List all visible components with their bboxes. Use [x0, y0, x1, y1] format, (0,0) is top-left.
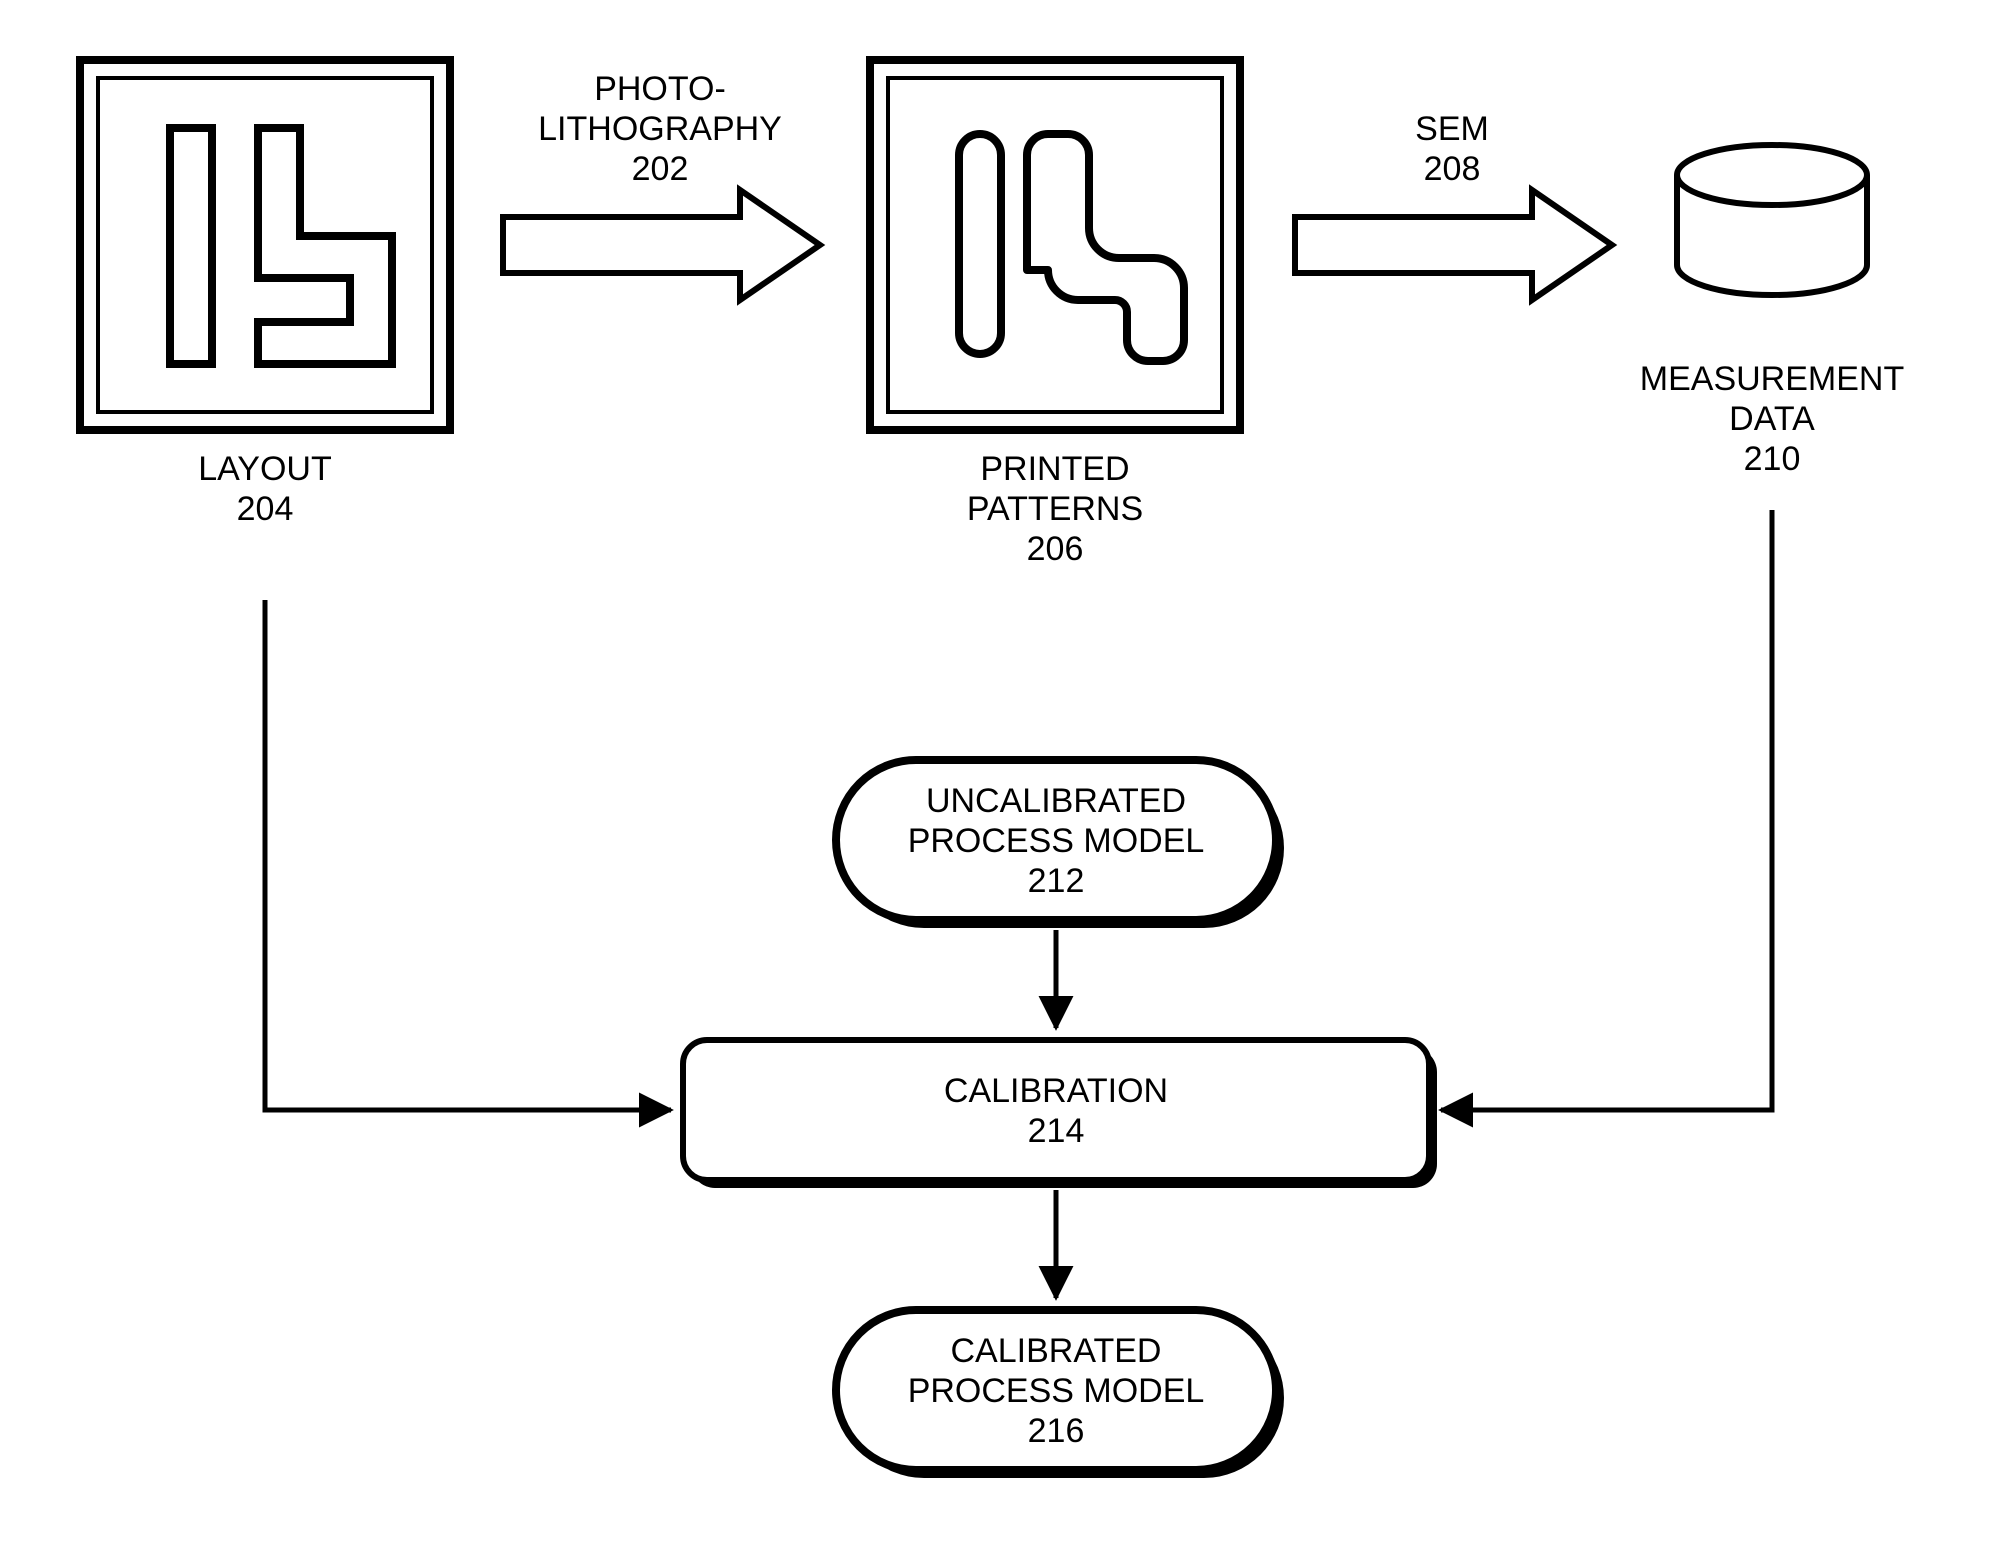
- calibrated-model-pill-label-line: PROCESS MODEL: [908, 1372, 1205, 1410]
- calibrated-model-pill-label-line: CALIBRATED: [951, 1332, 1162, 1370]
- sem-arrow-label-line: SEM: [1415, 110, 1489, 148]
- layout-box-label-line: 204: [237, 490, 294, 528]
- measurement-data-label-line: 210: [1744, 440, 1801, 478]
- sem-arrow: [1295, 190, 1612, 300]
- printed-box-frame: [870, 60, 1240, 430]
- layout-box-label: LAYOUT204: [198, 450, 332, 528]
- layout-glyph-step: [258, 128, 392, 364]
- photolithography-arrow-label-line: PHOTO-: [594, 70, 726, 108]
- calibration-label-line: CALIBRATION: [944, 1072, 1168, 1110]
- photolithography-arrow-label-line: LITHOGRAPHY: [538, 110, 782, 148]
- sem-arrow-label-line: 208: [1424, 150, 1481, 188]
- cylinder-top: [1677, 145, 1867, 205]
- printed-box-label-line: 206: [1027, 530, 1084, 568]
- printed-box-label: PRINTEDPATTERNS206: [967, 450, 1143, 568]
- layout-glyph-bar: [170, 128, 212, 364]
- measurement-data-label: MEASUREMENTDATA210: [1640, 360, 1904, 478]
- photolithography-arrow: [503, 190, 820, 300]
- photolithography-arrow-label-line: 202: [632, 150, 689, 188]
- arrow-layout-to-calibration: [265, 600, 671, 1110]
- photolithography-arrow-label: PHOTO-LITHOGRAPHY202: [538, 70, 782, 188]
- uncalibrated-model-pill-label-line: PROCESS MODEL: [908, 822, 1205, 860]
- printed-box-label-line: PRINTED: [980, 450, 1129, 488]
- printed-glyph-bar: [959, 134, 1001, 354]
- calibration-box: [683, 1040, 1429, 1180]
- layout-box-label-line: LAYOUT: [198, 450, 332, 488]
- uncalibrated-model-pill-label-line: 212: [1028, 862, 1085, 900]
- sem-arrow-label: SEM208: [1415, 110, 1489, 188]
- calibrated-model-pill-label-line: 216: [1028, 1412, 1085, 1450]
- printed-glyph-curve: [1027, 134, 1184, 361]
- arrow-measurement-to-calibration: [1441, 510, 1772, 1110]
- uncalibrated-model-pill-label-line: UNCALIBRATED: [926, 782, 1186, 820]
- measurement-data-label-line: MEASUREMENT: [1640, 360, 1904, 398]
- measurement-data-label-line: DATA: [1729, 400, 1815, 438]
- printed-box-label-line: PATTERNS: [967, 490, 1143, 528]
- calibration-label-line: 214: [1028, 1112, 1085, 1150]
